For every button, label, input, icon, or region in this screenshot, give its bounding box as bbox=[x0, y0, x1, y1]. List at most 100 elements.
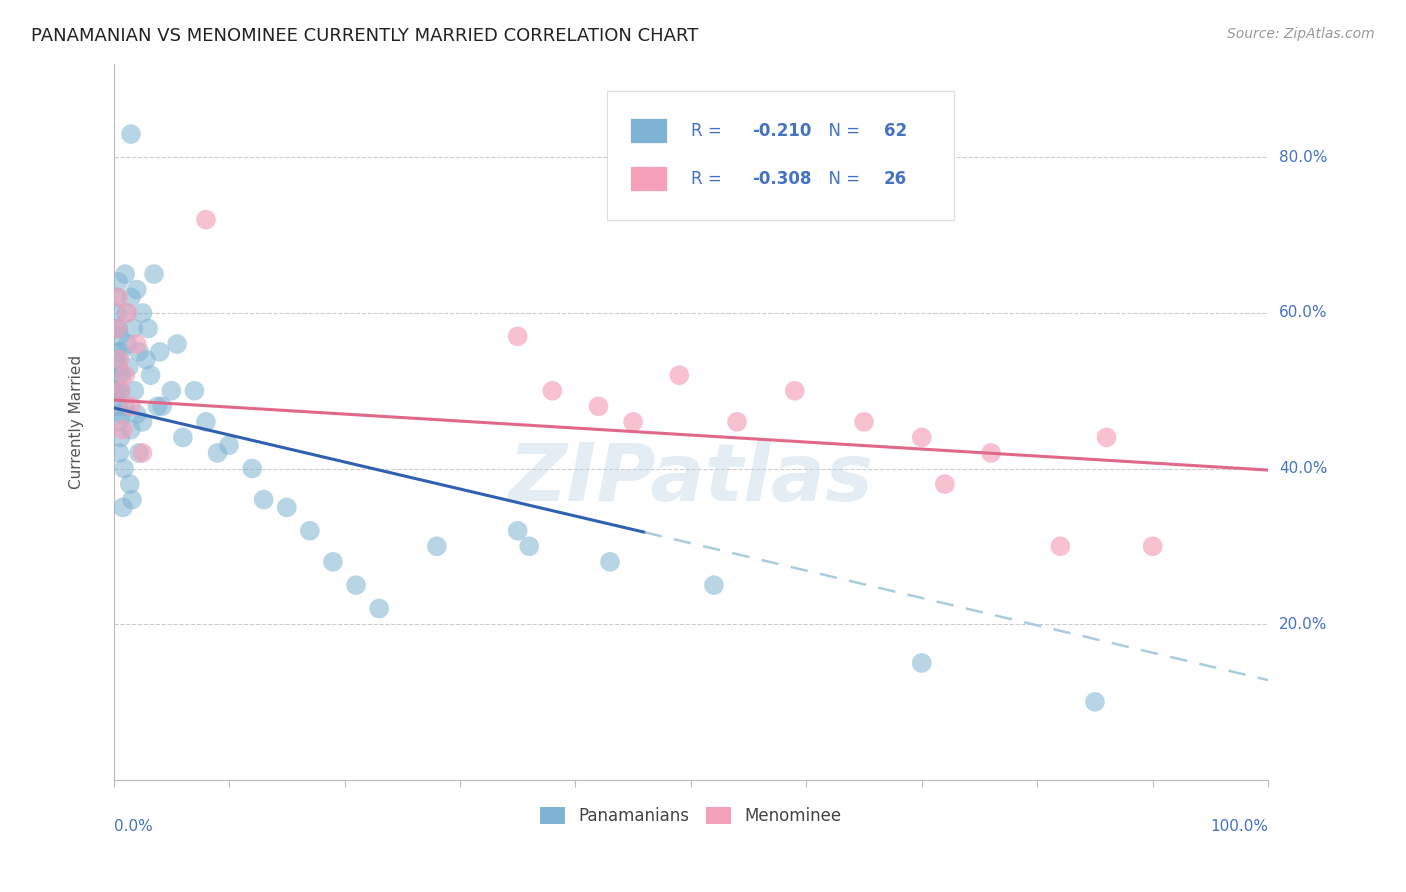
Point bbox=[136, 321, 159, 335]
FancyBboxPatch shape bbox=[630, 166, 666, 192]
Point bbox=[104, 352, 127, 367]
Point bbox=[172, 430, 194, 444]
Point bbox=[368, 601, 391, 615]
Point bbox=[131, 306, 153, 320]
Point bbox=[128, 446, 150, 460]
Point bbox=[131, 415, 153, 429]
Point bbox=[104, 321, 127, 335]
Point bbox=[108, 352, 131, 367]
Text: 0.0%: 0.0% bbox=[114, 819, 152, 834]
Point bbox=[105, 384, 128, 398]
Point bbox=[120, 423, 142, 437]
Point bbox=[124, 384, 146, 398]
Point bbox=[911, 656, 934, 670]
Point bbox=[506, 524, 529, 538]
Point bbox=[114, 399, 136, 413]
Point bbox=[108, 368, 131, 383]
Point bbox=[120, 127, 142, 141]
Point bbox=[125, 283, 148, 297]
Point bbox=[668, 368, 690, 383]
Point bbox=[183, 384, 205, 398]
Point bbox=[344, 578, 367, 592]
Text: 26: 26 bbox=[883, 169, 907, 187]
Point bbox=[1095, 430, 1118, 444]
Text: ZIPatlas: ZIPatlas bbox=[509, 440, 873, 518]
Point bbox=[276, 500, 298, 515]
Point bbox=[104, 384, 127, 398]
Point bbox=[194, 212, 217, 227]
Point bbox=[135, 352, 157, 367]
Point bbox=[194, 415, 217, 429]
Point bbox=[110, 344, 132, 359]
Text: Source: ZipAtlas.com: Source: ZipAtlas.com bbox=[1227, 27, 1375, 41]
Point bbox=[110, 384, 132, 398]
Point bbox=[703, 578, 725, 592]
Point bbox=[107, 360, 129, 375]
Point bbox=[117, 337, 139, 351]
Point bbox=[146, 399, 169, 413]
Point bbox=[107, 321, 129, 335]
Point bbox=[783, 384, 806, 398]
Text: -0.308: -0.308 bbox=[752, 169, 811, 187]
Point bbox=[108, 329, 131, 343]
Point bbox=[599, 555, 621, 569]
Point bbox=[218, 438, 240, 452]
Point bbox=[105, 306, 128, 320]
Point bbox=[111, 407, 134, 421]
Point bbox=[114, 267, 136, 281]
Text: 20.0%: 20.0% bbox=[1279, 616, 1327, 632]
Point bbox=[1049, 539, 1071, 553]
Point bbox=[112, 461, 135, 475]
Text: R =: R = bbox=[690, 169, 727, 187]
Point bbox=[980, 446, 1002, 460]
Point bbox=[117, 360, 139, 375]
Text: PANAMANIAN VS MENOMINEE CURRENTLY MARRIED CORRELATION CHART: PANAMANIAN VS MENOMINEE CURRENTLY MARRIE… bbox=[31, 27, 699, 45]
Point bbox=[1084, 695, 1107, 709]
Point bbox=[110, 430, 132, 444]
Point bbox=[240, 461, 263, 475]
Point bbox=[105, 344, 128, 359]
Text: 40.0%: 40.0% bbox=[1279, 461, 1327, 476]
Point bbox=[115, 306, 138, 320]
Point bbox=[934, 477, 956, 491]
Point bbox=[114, 368, 136, 383]
Point bbox=[128, 344, 150, 359]
Text: R =: R = bbox=[690, 121, 727, 140]
Point bbox=[149, 344, 172, 359]
Point bbox=[108, 415, 131, 429]
Point bbox=[322, 555, 344, 569]
Text: N =: N = bbox=[818, 121, 865, 140]
Point bbox=[117, 306, 139, 320]
Point bbox=[111, 423, 134, 437]
Point bbox=[120, 399, 142, 413]
Point bbox=[131, 446, 153, 460]
Point bbox=[139, 368, 162, 383]
Text: 60.0%: 60.0% bbox=[1279, 305, 1327, 320]
FancyBboxPatch shape bbox=[606, 90, 955, 220]
Point bbox=[588, 399, 610, 413]
Text: Currently Married: Currently Married bbox=[69, 355, 84, 489]
Text: 62: 62 bbox=[883, 121, 907, 140]
Point bbox=[166, 337, 188, 351]
Point bbox=[160, 384, 183, 398]
Point bbox=[122, 321, 145, 335]
Point bbox=[207, 446, 229, 460]
Point bbox=[111, 500, 134, 515]
Text: 100.0%: 100.0% bbox=[1211, 819, 1268, 834]
Point bbox=[298, 524, 321, 538]
Point bbox=[853, 415, 876, 429]
Legend: Panamanians, Menominee: Panamanians, Menominee bbox=[533, 801, 848, 832]
Text: -0.210: -0.210 bbox=[752, 121, 811, 140]
Point bbox=[911, 430, 934, 444]
Point bbox=[108, 446, 131, 460]
Point bbox=[104, 290, 127, 304]
Point bbox=[150, 399, 173, 413]
Point bbox=[121, 492, 143, 507]
FancyBboxPatch shape bbox=[630, 118, 666, 144]
Point bbox=[120, 290, 142, 304]
Point bbox=[426, 539, 449, 553]
Text: N =: N = bbox=[818, 169, 865, 187]
Text: 80.0%: 80.0% bbox=[1279, 150, 1327, 165]
Point bbox=[541, 384, 564, 398]
Point bbox=[125, 407, 148, 421]
